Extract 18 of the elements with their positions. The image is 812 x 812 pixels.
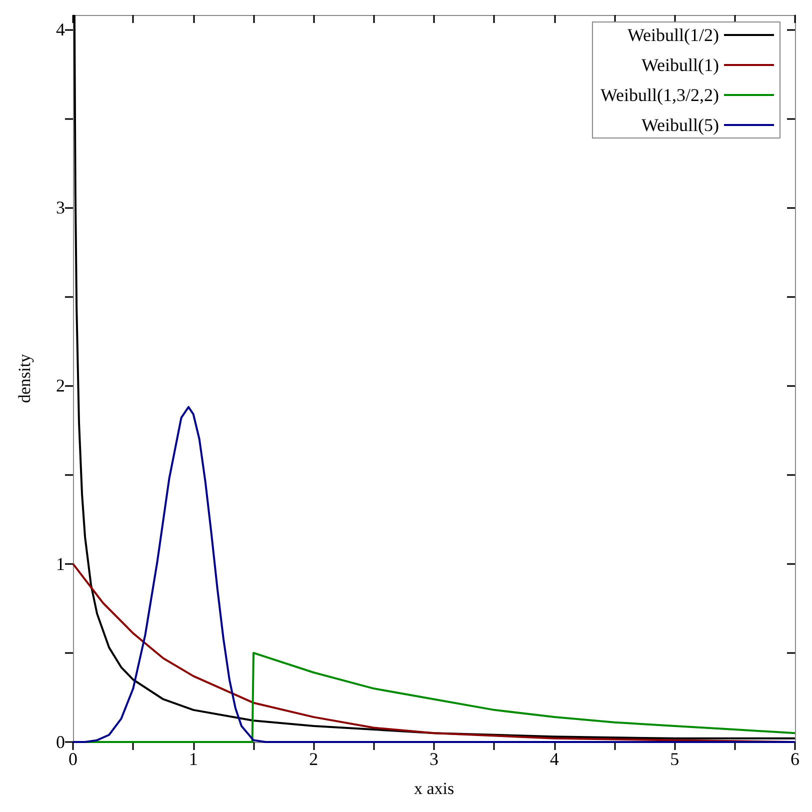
y-axis-title: density: [15, 353, 34, 404]
x-tick-label: 3: [430, 749, 438, 769]
x-axis-title: x axis: [414, 779, 454, 798]
legend-label: Weibull(1/2): [627, 25, 720, 45]
y-tick-label: 4: [56, 19, 65, 40]
y-tick-label: 2: [56, 376, 65, 396]
legend-label: Weibull(1): [641, 55, 720, 75]
legend-label: Weibull(1,3/2,2): [600, 85, 720, 105]
x-tick-label: 0: [68, 749, 78, 769]
legend-label: Weibull(5): [641, 115, 720, 135]
x-tick-label: 1: [188, 749, 198, 769]
y-tick-label: 1: [56, 554, 65, 574]
y-tick-label: 0: [56, 732, 65, 752]
x-tick-label: 4: [550, 749, 559, 769]
y-tick-label: 3: [56, 197, 65, 218]
x-tick-label: 2: [309, 749, 318, 769]
x-tick-label: 5: [670, 749, 680, 769]
x-tick-label: 6: [790, 749, 800, 769]
